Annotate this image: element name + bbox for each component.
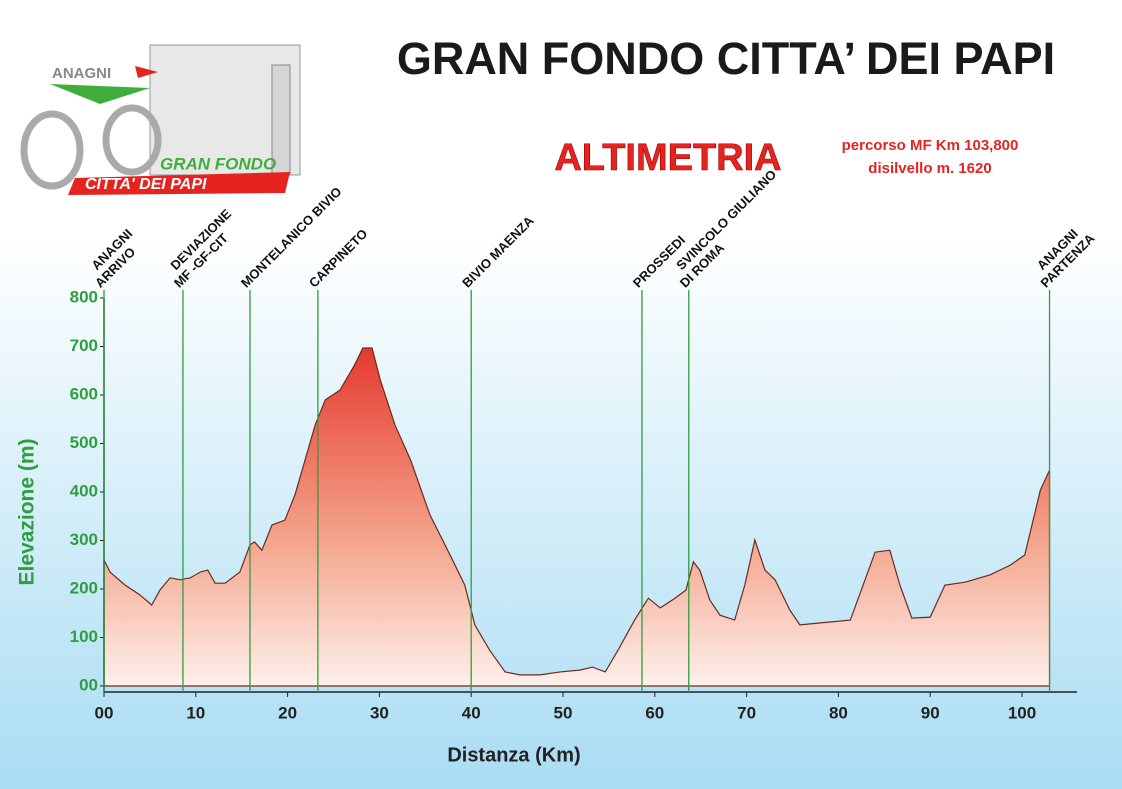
y-tick-label: 100 xyxy=(70,627,98,646)
elevation-area xyxy=(103,347,1051,687)
x-tick-label: 50 xyxy=(554,703,573,722)
note: disilvello m. 1620 xyxy=(868,160,991,177)
y-tick-label: 00 xyxy=(79,675,98,694)
x-tick-label: 40 xyxy=(462,703,481,722)
y-tick-label: 300 xyxy=(70,530,98,549)
y-tick-label: 700 xyxy=(70,336,98,355)
x-tick-label: 30 xyxy=(370,703,389,722)
x-tick-label: 00 xyxy=(95,703,114,722)
y-axis-label: Elevazione (m) xyxy=(16,438,39,585)
y-tick-label: 600 xyxy=(70,384,98,403)
x-tick-label: 70 xyxy=(737,703,756,722)
x-tick-label: 90 xyxy=(921,703,940,722)
y-tick-label: 200 xyxy=(70,578,98,597)
logo-wheel xyxy=(102,104,162,176)
x-axis-label: Distanza (Km) xyxy=(447,744,580,766)
logo-text: GRAN FONDO xyxy=(160,154,276,173)
x-tick-label: 60 xyxy=(645,703,664,722)
x-tick-label: 80 xyxy=(829,703,848,722)
logo-wheel xyxy=(20,110,84,190)
note: percorso MF Km 103,800 xyxy=(842,137,1019,154)
logo: ANAGNI GRAN FONDO CITTA' DEI PAPI xyxy=(20,44,301,195)
logo-text: CITTA' DEI PAPI xyxy=(85,176,207,193)
logo-text: ANAGNI xyxy=(52,65,111,82)
chart-subtitle: ALTIMETRIA xyxy=(554,137,781,179)
x-tick-label: 20 xyxy=(278,703,297,722)
chart-title: GRAN FONDO CITTA’ DEI PAPI xyxy=(397,33,1055,84)
y-tick-label: 500 xyxy=(70,433,98,452)
x-tick-label: 10 xyxy=(186,703,205,722)
x-tick-label: 100 xyxy=(1008,703,1036,722)
logo-band xyxy=(68,172,290,195)
y-tick-label: 800 xyxy=(70,287,98,306)
logo-arrow xyxy=(50,84,150,104)
logo-flag xyxy=(135,66,158,78)
y-tick-label: 400 xyxy=(70,481,98,500)
